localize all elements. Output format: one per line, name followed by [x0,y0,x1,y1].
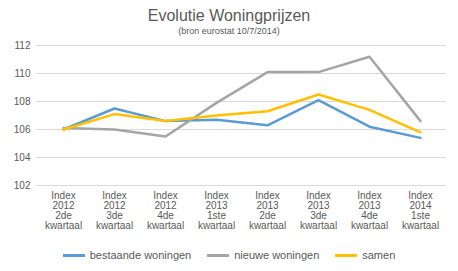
html-text:samen: samen [362,249,396,261]
svg-text:Index20131stekwartaal: Index20131stekwartaal [198,190,235,231]
svg-text:Index20132dekwartaal: Index20132dekwartaal [249,190,286,231]
html-text:bestaande woningen: bestaande woningen [89,249,192,261]
svg-text:102: 102 [14,180,31,191]
html-text:(bron eurostat 10/7/2014): (bron eurostat 10/7/2014) [178,26,280,36]
svg-text:Index20123dekwartaal: Index20123dekwartaal [96,190,133,231]
svg-text:Index20122dekwartaal: Index20122dekwartaal [45,190,82,231]
svg-text:104: 104 [14,152,31,163]
html-text:Evolutie Woningprijzen: Evolutie Woningprijzen [147,7,311,24]
svg-text:108: 108 [14,96,31,107]
svg-text:Index20134dekwartaal: Index20134dekwartaal [351,190,388,231]
svg-text:110: 110 [15,68,31,79]
svg-text:Index20141stekwartaal: Index20141stekwartaal [402,190,439,231]
svg-text:106: 106 [14,124,31,135]
html-text:nieuwe woningen: nieuwe woningen [234,249,320,261]
svg-text:112: 112 [15,40,31,51]
svg-text:Index20124dekwartaal: Index20124dekwartaal [147,190,184,231]
svg-text:Index20133dekwartaal: Index20133dekwartaal [300,190,337,231]
